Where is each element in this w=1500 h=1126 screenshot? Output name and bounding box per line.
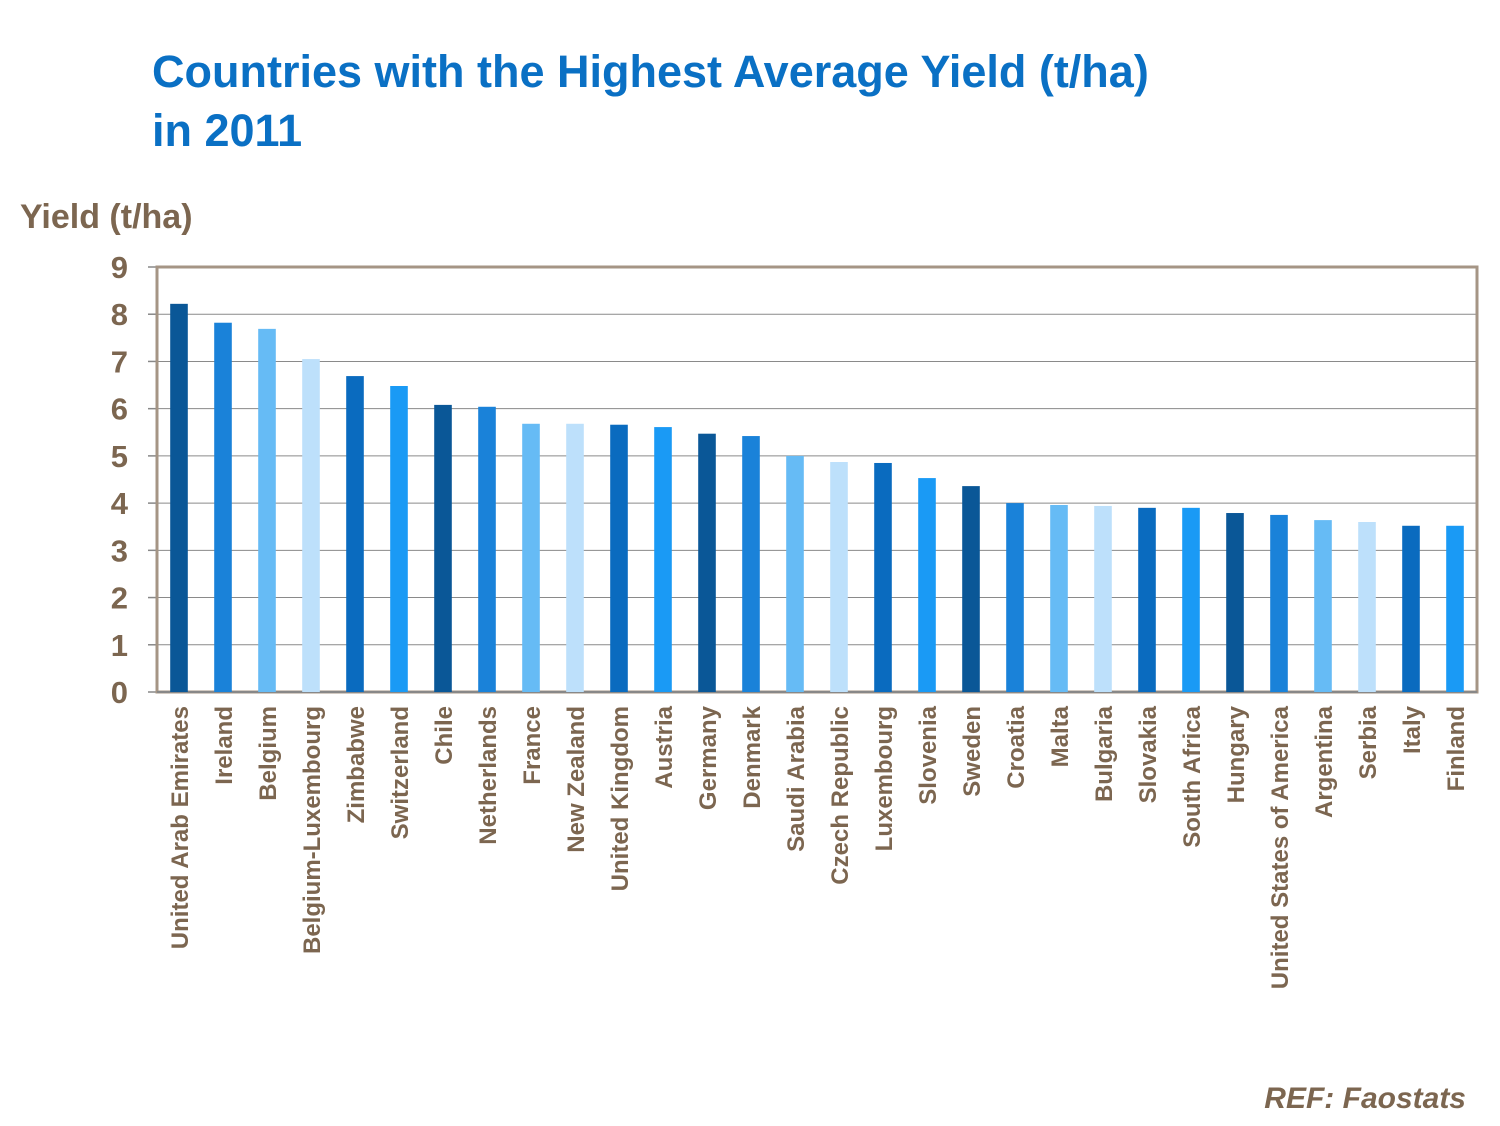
- x-tick-label: Denmark: [739, 705, 766, 808]
- bar: [874, 462, 892, 692]
- x-tick-label: Bulgaria: [1091, 705, 1118, 802]
- bar: [214, 322, 232, 692]
- x-tick-label: Italy: [1399, 705, 1426, 754]
- x-tick-label: Serbia: [1355, 705, 1382, 779]
- x-tick-label: United Kingdom: [607, 706, 634, 891]
- chart-title: Countries with the Highest Average Yield…: [152, 46, 1149, 97]
- bar: [434, 404, 452, 692]
- y-tick-label: 4: [111, 486, 129, 521]
- x-tick-label: Croatia: [1003, 705, 1030, 788]
- bar: [698, 433, 716, 692]
- y-tick-label: 1: [111, 628, 128, 663]
- y-tick-label: 7: [111, 344, 128, 379]
- x-tick-label: Switzerland: [387, 706, 414, 839]
- x-tick-label: Chile: [431, 706, 458, 765]
- bar: [1006, 503, 1024, 692]
- source-note: REF: Faostats: [1264, 1082, 1466, 1115]
- y-axis-label: Yield (t/ha): [20, 198, 193, 236]
- x-tick-label: Ireland: [211, 706, 238, 785]
- bar: [1050, 505, 1068, 692]
- x-tick-label: New Zealand: [563, 706, 590, 853]
- x-tick-label: Finland: [1443, 706, 1470, 791]
- bar: [962, 486, 980, 692]
- x-tick-label: South Africa: [1179, 705, 1206, 847]
- y-tick-label: 0: [111, 675, 128, 710]
- bar: [786, 455, 804, 692]
- x-tick-label: Belgium-Luxembourg: [299, 706, 326, 954]
- x-tick-label: Argentina: [1311, 705, 1338, 818]
- x-tick-label: Austria: [651, 705, 678, 788]
- bar: [1314, 520, 1332, 692]
- bar: [302, 359, 320, 692]
- x-tick-label: Luxembourg: [871, 706, 898, 851]
- y-tick-label: 3: [111, 533, 128, 568]
- y-tick-label: 2: [111, 581, 128, 616]
- bar: [258, 328, 276, 692]
- x-tick-label: Saudi Arabia: [783, 705, 810, 851]
- x-tick-label: Zimbabwe: [343, 706, 370, 823]
- y-tick-label: 5: [111, 439, 128, 474]
- x-tick-label: Malta: [1047, 705, 1074, 767]
- bar: [654, 427, 672, 692]
- bar: [1358, 522, 1376, 692]
- bar: [1270, 514, 1288, 692]
- y-tick-label: 9: [111, 250, 128, 285]
- bar: [830, 462, 848, 692]
- bar: [478, 406, 496, 692]
- bar: [1094, 505, 1112, 692]
- x-tick-label: United States of America: [1267, 705, 1294, 989]
- x-tick-label: Sweden: [959, 706, 986, 797]
- x-tick-label: United Arab Emirates: [167, 706, 194, 949]
- bar: [1138, 507, 1156, 692]
- chart-title-line2: in 2011: [152, 105, 302, 156]
- bar: [1402, 525, 1420, 692]
- x-tick-label: Germany: [695, 705, 722, 810]
- x-tick-label: Slovenia: [915, 705, 942, 804]
- y-tick-label: 6: [111, 392, 128, 427]
- bar: [522, 423, 540, 692]
- bar: [610, 424, 628, 692]
- y-tick-label: 8: [111, 297, 128, 332]
- bar: [1182, 507, 1200, 692]
- bar: [170, 303, 188, 692]
- bar: [390, 386, 408, 692]
- x-tick-label: Hungary: [1223, 705, 1250, 803]
- bar: [1446, 525, 1464, 692]
- x-tick-label: Belgium: [255, 706, 282, 801]
- bar: [346, 376, 364, 692]
- bar: [742, 436, 760, 692]
- x-tick-label: France: [519, 706, 546, 785]
- x-tick-label: Czech Republic: [827, 706, 854, 885]
- bar: [566, 423, 584, 692]
- x-tick-label: Netherlands: [475, 706, 502, 845]
- bar: [1226, 513, 1244, 692]
- bar: [918, 478, 936, 692]
- x-tick-label: Slovakia: [1135, 705, 1162, 803]
